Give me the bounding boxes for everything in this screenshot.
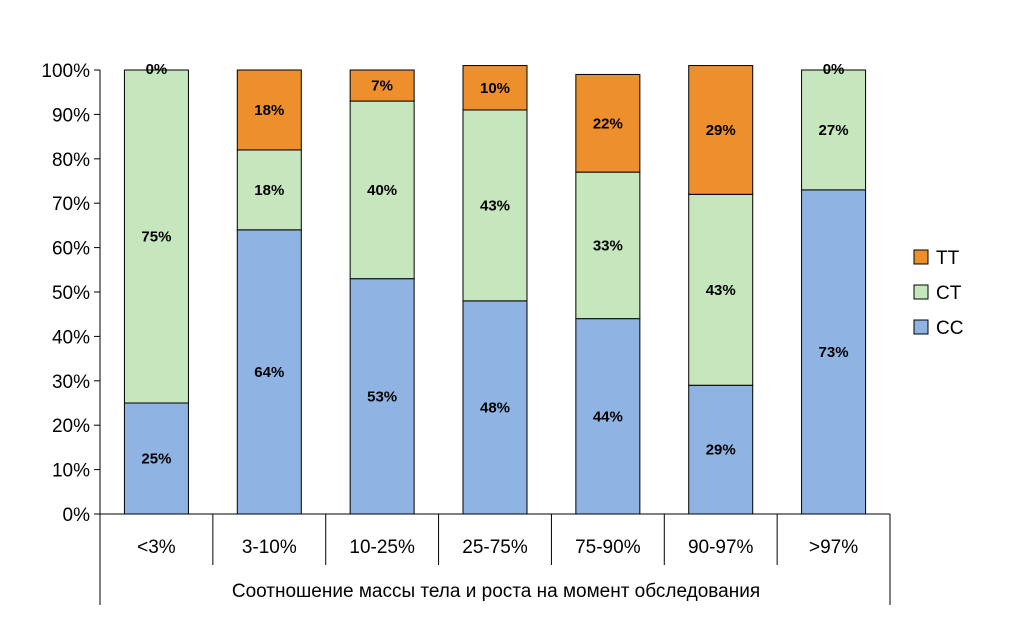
bar-ct-3 [462,109,528,302]
data-label-tt-3: 10% [480,80,510,97]
axes-layer: 0% 10% 20% 30% 40% 50% 60% 70% 80% 90% 100% <3% 3-10… [41,61,891,605]
legend-label-cc: CC [936,318,963,339]
legend-swatch-ct [913,284,929,300]
bar-cc-1 [236,229,302,515]
y-tick-label-1: 10% [52,461,90,482]
y-tick-label-0: 0% [63,505,91,526]
x-axis-title: Соотношение массы тела и роста на момент… [232,581,760,602]
data-label-cc-3: 48% [480,399,510,416]
data-label-cc-0: 25% [141,451,171,468]
bars-layer [123,65,867,515]
bar-tt-2 [349,69,415,102]
bar-ct-6 [801,69,867,191]
data-label-ct-5: 43% [706,282,736,299]
x-tick-label-0: <3% [137,537,176,558]
data-label-cc-4: 44% [593,408,623,425]
data-label-ct-3: 43% [480,197,510,214]
bar-ct-2 [349,100,415,280]
legend-swatch-cc [913,319,929,335]
data-label-cc-5: 29% [706,442,736,459]
data-label-tt-6: 0% [823,61,845,78]
bar-tt-4 [575,73,641,173]
data-label-tt-4: 22% [593,115,623,132]
data-label-tt-0: 0% [146,61,168,78]
data-label-cc-1: 64% [254,364,284,381]
bar-cc-4 [575,318,641,515]
bar-tt-5 [688,65,754,195]
data-label-tt-2: 7% [371,78,393,95]
data-label-ct-0: 75% [141,229,171,246]
data-label-tt-5: 29% [706,122,736,139]
x-tick-label-6: >97% [809,537,858,558]
x-tick-label-3: 25-75% [462,537,528,558]
y-tick-label-9: 90% [52,105,90,126]
bar-cc-0 [123,402,189,515]
legend-label-tt: TT [936,248,960,269]
bar-ct-5 [688,193,754,386]
y-tick-label-3: 30% [52,372,90,393]
x-tick-label-4: 75-90% [575,537,641,558]
bar-ct-1 [236,149,302,231]
y-tick-label-10: 100% [41,61,90,82]
y-tick-label-2: 20% [52,416,90,437]
data-label-ct-4: 33% [593,237,623,254]
y-tick-label-7: 70% [52,194,90,215]
bar-cc-3 [462,300,528,515]
data-label-ct-2: 40% [367,182,397,199]
labels-layer: 25% 64% 53% 48% 44% 29% 73% 75% 18% 40% 43% 33% 43% 2… [141,61,848,468]
bar-ct-4 [575,171,641,320]
x-tick-label-5: 90-97% [688,537,754,558]
bar-tt-1 [236,69,302,151]
y-tick-label-6: 60% [52,239,90,260]
data-label-cc-6: 73% [819,344,849,361]
bar-tt-3 [462,65,528,111]
y-tick-label-5: 50% [52,283,90,304]
legend-swatch-tt [913,249,929,265]
x-tick-label-2: 10-25% [349,537,415,558]
data-label-cc-2: 53% [367,388,397,405]
bar-ct-0 [123,69,189,404]
data-label-ct-6: 27% [819,122,849,139]
y-tick-label-4: 40% [52,327,90,348]
data-label-ct-1: 18% [254,182,284,199]
legend: TT CT CC [913,248,963,339]
y-tick-label-8: 80% [52,150,90,171]
legend-label-ct: CT [936,283,962,304]
bar-cc-5 [688,384,754,515]
data-label-tt-1: 18% [254,102,284,119]
x-tick-label-1: 3-10% [242,537,297,558]
